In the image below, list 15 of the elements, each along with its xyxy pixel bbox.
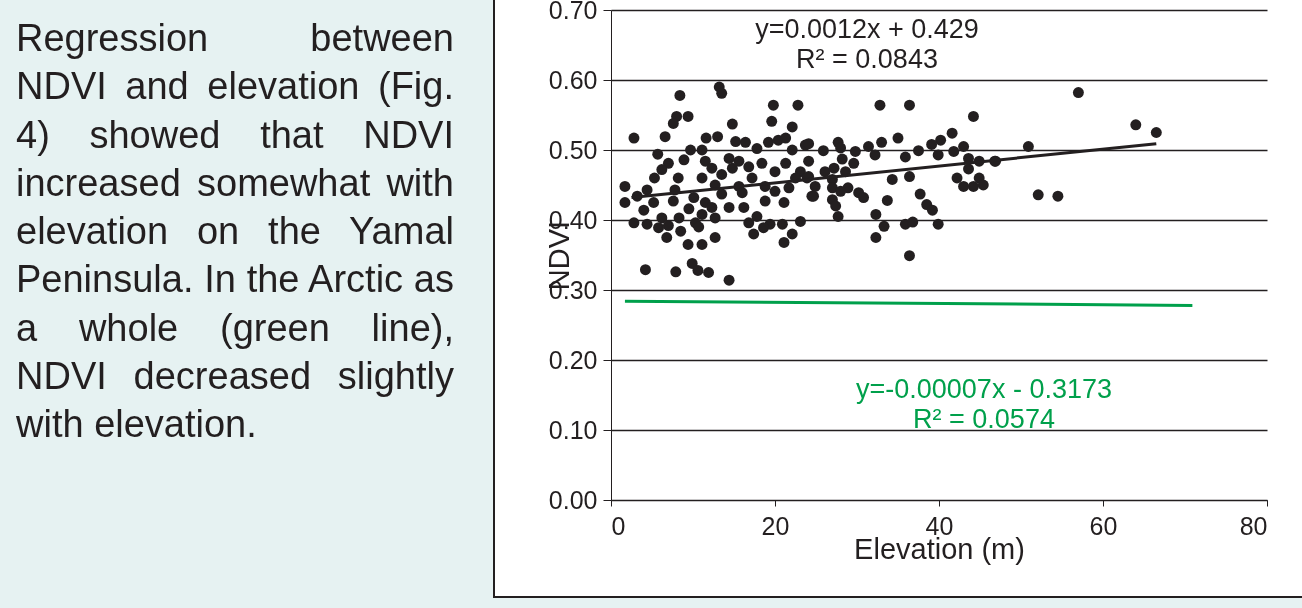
x-tick-label: 20 <box>761 511 790 540</box>
annotation: R² = 0.0843 <box>796 44 938 74</box>
annotation: R² = 0.0574 <box>913 404 1055 434</box>
annotation: y=0.0012x + 0.429 <box>755 14 979 44</box>
y-tick-label: 0.50 <box>548 135 598 164</box>
y-tick-label: 0.60 <box>548 65 598 94</box>
annotation: y=-0.00007x - 0.3173 <box>856 374 1112 404</box>
text: Regression between NDVI and elevation (Fig. 4) showed that NDVI increased somewhat with elevation on the Yamal Peninsula. In the Arctic as a whole (green line), NDVI decreased slightly with elevation. <box>16 17 454 445</box>
y-tick-label: 0.00 <box>548 485 598 514</box>
x-tick-label: 0 <box>611 511 626 540</box>
y-tick-label: 0.20 <box>548 345 598 374</box>
x-tick-label: 80 <box>1239 511 1268 540</box>
y-tick-label: 0.10 <box>548 415 598 444</box>
y-tick-label: 0.70 <box>548 0 598 24</box>
x-tick-label: 60 <box>1089 511 1118 540</box>
